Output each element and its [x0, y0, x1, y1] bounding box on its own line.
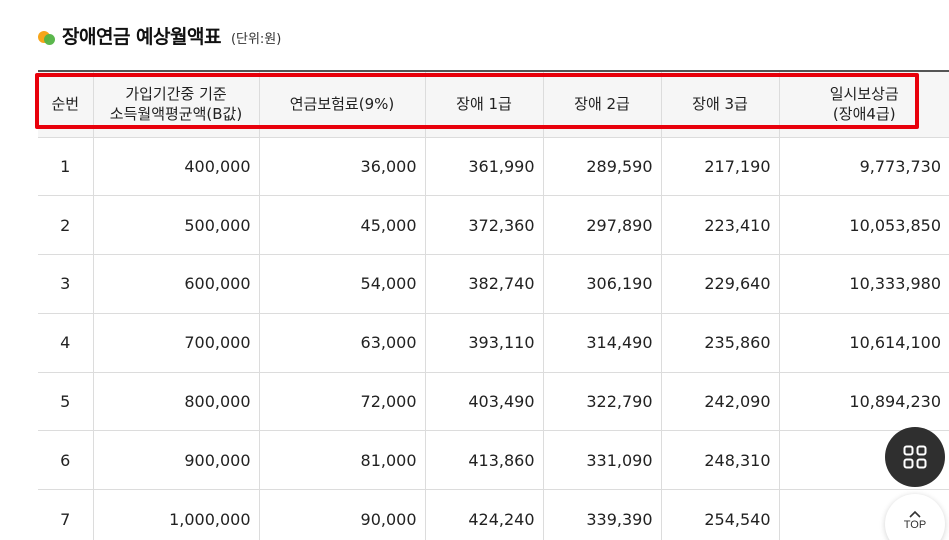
- column-header-line: 소득월액평균액(B값): [109, 105, 243, 124]
- table-cell: 339,390: [542, 489, 661, 540]
- table-row: 4 700,000 63,000 393,110 314,490 235,860 10,61…: [38, 312, 949, 373]
- table-row: 1 400,000 36,000 361,990 289,590 217,190 9,773…: [38, 136, 949, 196]
- table-cell: 10,053,850: [778, 195, 949, 255]
- table-cell: 306,190: [542, 254, 661, 314]
- table-cell: 700,000: [92, 312, 259, 373]
- table-row: 5 800,000 72,000 403,490 322,790 242,090 10,89…: [38, 371, 949, 431]
- pension-table: 순번 가입기간중 기준 소득월액평균액(B값) 연금보험료(9%) 장애 1급 장애 2급…: [38, 70, 949, 540]
- table-cell: 403,490: [424, 371, 543, 431]
- table-cell: 217,190: [660, 136, 779, 196]
- grid-icon: [903, 445, 927, 469]
- table-cell: 36,000: [258, 136, 425, 196]
- table-cell: 500,000: [92, 195, 259, 255]
- row-number-cell: 4: [38, 312, 93, 373]
- table-cell: 10,333,980: [778, 254, 949, 314]
- scroll-top-label: TOP: [903, 519, 927, 531]
- column-header: 일시보상금 (장애4급): [778, 71, 949, 137]
- column-header: 장애 1급: [424, 71, 543, 137]
- table-cell: 289,590: [542, 136, 661, 196]
- table-cell: 248,310: [660, 430, 779, 490]
- chevron-up-icon: [909, 510, 921, 518]
- section-header: 장애연금 예상월액표 (단위:원): [38, 22, 281, 49]
- table-cell: 372,360: [424, 195, 543, 255]
- column-header: 가입기간중 기준 소득월액평균액(B값): [92, 71, 259, 137]
- column-header-line: 장애 2급: [574, 95, 630, 114]
- table-cell: 331,090: [542, 430, 661, 490]
- table-body: 1 400,000 36,000 361,990 289,590 217,190 9,773…: [38, 136, 949, 540]
- row-number-cell: 5: [38, 371, 93, 431]
- table-header: 순번 가입기간중 기준 소득월액평균액(B값) 연금보험료(9%) 장애 1급 장애 2급…: [38, 71, 949, 137]
- row-number-cell: 6: [38, 430, 93, 490]
- row-number-cell: 3: [38, 254, 93, 314]
- title-bullet-icon: [38, 27, 56, 45]
- page-title: 장애연금 예상월액표: [62, 26, 221, 48]
- menu-button[interactable]: [885, 427, 945, 487]
- row-number-cell: 7: [38, 489, 93, 540]
- table-cell: 242,090: [660, 371, 779, 431]
- column-header-line: 순번: [51, 95, 80, 114]
- table-cell: 297,890: [542, 195, 661, 255]
- table-cell: 400,000: [92, 136, 259, 196]
- table-cell: 382,740: [424, 254, 543, 314]
- table-cell: 600,000: [92, 254, 259, 314]
- table-cell: 1,000,000: [92, 489, 259, 540]
- table-cell: 235,860: [660, 312, 779, 373]
- table-cell: 361,990: [424, 136, 543, 196]
- table-cell: 800,000: [92, 371, 259, 431]
- column-header-line: 장애 1급: [456, 95, 512, 114]
- table-row: 71,000,00090,000424,240339,390254,54011,…: [38, 489, 949, 540]
- header-row: 순번 가입기간중 기준 소득월액평균액(B값) 연금보험료(9%) 장애 1급 장애 2급…: [38, 71, 949, 137]
- column-header: 연금보험료(9%): [258, 71, 425, 137]
- table-cell: 10,894,230: [778, 371, 949, 431]
- row-number-cell: 1: [38, 136, 93, 196]
- table-cell: 900,000: [92, 430, 259, 490]
- table-cell: 63,000: [258, 312, 425, 373]
- table-cell: 81,000: [258, 430, 425, 490]
- table-cell: 10,614,100: [778, 312, 949, 373]
- column-header-line: 일시보상금: [829, 85, 899, 104]
- table-cell: 72,000: [258, 371, 425, 431]
- table-cell: 254,540: [660, 489, 779, 540]
- table-row: 3 600,000 54,000 382,740 306,190 229,640 10,33…: [38, 254, 949, 314]
- row-number-cell: 2: [38, 195, 93, 255]
- table-cell: 229,640: [660, 254, 779, 314]
- column-header-line: 가입기간중 기준: [125, 85, 227, 104]
- table-cell: 322,790: [542, 371, 661, 431]
- table-cell: 223,410: [660, 195, 779, 255]
- table-cell: 314,490: [542, 312, 661, 373]
- column-header: 장애 2급: [542, 71, 661, 137]
- table-cell: 393,110: [424, 312, 543, 373]
- table-cell: 90,000: [258, 489, 425, 540]
- column-header: 순번: [38, 71, 93, 137]
- table-cell: 45,000: [258, 195, 425, 255]
- table-cell: 413,860: [424, 430, 543, 490]
- table-cell: 424,240: [424, 489, 543, 540]
- unit-label: (단위:원): [230, 32, 282, 47]
- table-row: 2 500,000 45,000 372,360 297,890 223,410 10,05…: [38, 195, 949, 255]
- scroll-top-button[interactable]: TOP: [885, 494, 945, 540]
- column-header: 장애 3급: [660, 71, 779, 137]
- table-cell: 9,773,730: [778, 136, 949, 196]
- column-header-line: 장애 3급: [692, 95, 748, 114]
- column-header-line: (장애4급): [832, 105, 896, 124]
- table-cell: 54,000: [258, 254, 425, 314]
- pension-table-container: 순번 가입기간중 기준 소득월액평균액(B값) 연금보험료(9%) 장애 1급 장애 2급…: [38, 70, 949, 540]
- column-header-line: 연금보험료(9%): [289, 95, 395, 114]
